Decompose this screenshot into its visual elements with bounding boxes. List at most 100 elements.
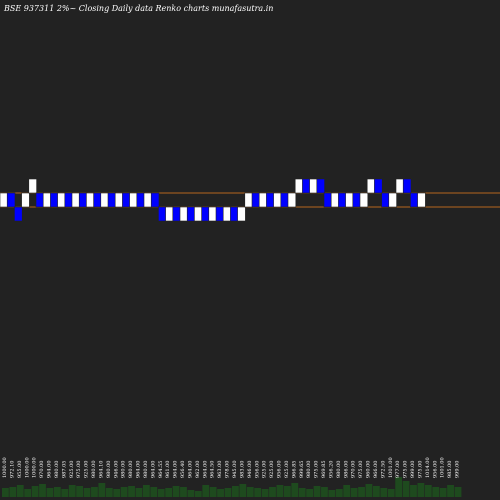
renko-brick-down — [107, 192, 117, 208]
renko-brick-up — [237, 206, 246, 222]
volume-bar — [187, 490, 195, 497]
close-label: 925.00 — [262, 461, 268, 479]
renko-brick-down — [122, 192, 131, 208]
volume-bar — [335, 489, 343, 497]
close-label: 980.00 — [128, 461, 134, 479]
volume-bar — [105, 488, 113, 497]
volume-bar — [135, 488, 143, 497]
renko-brick-down — [323, 192, 333, 208]
volume-bar — [232, 486, 239, 497]
close-label: 925.00 — [284, 461, 290, 479]
close-label: 956.00 — [254, 461, 260, 479]
close-label: 963.00 — [217, 461, 223, 479]
close-label: 1014.00 — [425, 457, 431, 478]
volume-bar — [350, 488, 358, 497]
renko-brick-up — [208, 206, 217, 222]
close-label: 964.00 — [150, 461, 156, 479]
volume-bar — [16, 485, 24, 497]
renko-brick-up — [359, 192, 369, 208]
close-label: 980.00 — [143, 461, 149, 479]
close-label: 977.00 — [395, 461, 401, 479]
volume-bar — [39, 484, 46, 497]
renko-brick-down — [374, 178, 383, 194]
volume-bar — [358, 487, 365, 497]
volume-bar — [202, 485, 210, 497]
volume-bar — [180, 487, 187, 497]
close-label: 964.00 — [202, 461, 208, 479]
volume-bar — [343, 485, 351, 497]
close-label: 1000.00 — [24, 457, 30, 478]
volume-bar — [365, 484, 373, 497]
close-label: 975.00 — [76, 461, 82, 479]
close-label: 978.00 — [225, 461, 231, 479]
renko-brick-up — [345, 192, 354, 208]
renko-brick-up — [244, 192, 253, 208]
volume-bar — [254, 488, 262, 497]
volume-bar — [120, 487, 128, 497]
close-label: 970.00 — [39, 461, 45, 479]
close-label: 925.00 — [269, 461, 275, 479]
volume-bar — [439, 488, 447, 497]
close-label: 970.00 — [351, 461, 357, 479]
renko-brick-down — [402, 178, 412, 194]
close-label: 1000.00 — [32, 457, 38, 478]
volume-bar — [410, 485, 417, 497]
volume-bar — [239, 484, 247, 497]
close-label: 956.00 — [277, 461, 283, 479]
renko-brick-up — [366, 178, 376, 194]
renko-brick-up — [0, 192, 9, 208]
close-label: 956.20 — [328, 461, 334, 479]
volume-bar — [157, 489, 165, 497]
volume-bar — [91, 487, 98, 497]
volume-bar — [261, 489, 269, 497]
close-label: 975.00 — [417, 461, 423, 479]
renko-brick-down — [186, 206, 196, 222]
close-label: 964.00 — [173, 461, 179, 479]
renko-brick-up — [287, 192, 297, 208]
volume-bar — [395, 477, 403, 497]
volume-bar — [2, 488, 9, 497]
volume-bar — [402, 481, 410, 497]
volume-bar — [387, 489, 395, 497]
close-label: 985.00 — [447, 461, 453, 479]
volume-bar — [31, 486, 39, 497]
volume-bar — [298, 488, 306, 497]
renko-brick-down — [35, 192, 45, 208]
renko-brick-up — [42, 192, 52, 208]
close-label: 966.00 — [373, 461, 379, 479]
volume-bar — [417, 483, 425, 497]
close-label: 987.05 — [61, 461, 67, 479]
renko-brick-down — [381, 192, 390, 208]
renko-brick-up — [194, 206, 203, 222]
renko-brick-up — [388, 192, 397, 208]
close-label: 964.55 — [158, 461, 164, 479]
renko-brick-down — [302, 178, 311, 194]
renko-brick-down — [50, 192, 59, 208]
volume-bar — [372, 486, 380, 497]
close-label: 980.00 — [91, 461, 97, 479]
volume-bar — [61, 489, 69, 497]
renko-brick-up — [114, 192, 124, 208]
volume-bar — [283, 486, 291, 497]
close-label: 964.00 — [47, 461, 53, 479]
volume-bar — [165, 488, 173, 497]
close-label: 956.40 — [180, 461, 186, 479]
close-label: 986.00 — [343, 461, 349, 479]
renko-brick-up — [294, 178, 304, 194]
renko-brick-up — [28, 178, 37, 194]
close-label: 925.00 — [69, 461, 75, 479]
volume-bar — [150, 487, 158, 497]
close-label: 980.00 — [306, 461, 312, 479]
volume-bars — [2, 477, 462, 497]
renko-brick-down — [93, 192, 102, 208]
renko-brick-up — [179, 206, 189, 222]
volume-bar — [313, 486, 321, 497]
renko-brick-down — [14, 206, 23, 222]
volume-bar — [68, 485, 76, 497]
volume-bar — [142, 485, 150, 497]
close-label: 964.00 — [187, 461, 193, 479]
renko-brick-up — [395, 178, 405, 194]
renko-brick-down — [6, 192, 16, 208]
close-label: 960.00 — [366, 461, 372, 479]
renko-brick-up — [258, 192, 268, 208]
